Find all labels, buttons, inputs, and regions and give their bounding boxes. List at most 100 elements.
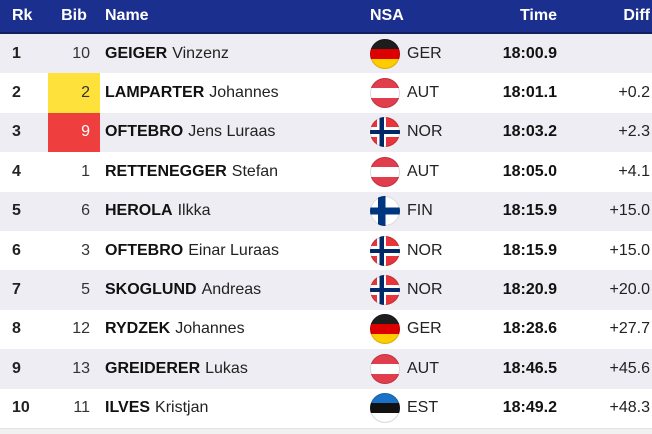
diff-value: +15.0 <box>609 241 650 259</box>
athlete-given-name: Stefan <box>231 162 279 180</box>
rank-value: 5 <box>12 202 21 220</box>
name-cell: RETTENEGGER Stefan <box>100 152 368 191</box>
time-value: 18:15.9 <box>502 202 557 220</box>
ger-flag-icon <box>370 38 400 69</box>
athlete-given-name: Johannes <box>209 84 279 102</box>
time-value: 18:15.9 <box>502 241 557 259</box>
athlete-surname: HEROLA <box>105 202 173 220</box>
nsa-code: GER <box>407 320 442 338</box>
athlete-surname: GREIDERER <box>105 359 201 377</box>
bib-value: 6 <box>81 202 90 220</box>
nsa-cell: NOR <box>368 270 465 309</box>
bib-cell: 11 <box>48 389 100 428</box>
results-rows: 1 10 GEIGER Vinzenz GER 18:00.9 2 2 LAMP… <box>0 34 652 428</box>
rank-cell: 2 <box>0 73 48 112</box>
bib-value: 2 <box>81 84 90 102</box>
fin-flag-icon <box>370 196 400 227</box>
athlete-surname: OFTEBRO <box>105 241 184 259</box>
table-row[interactable]: 7 5 SKOGLUND Andreas NOR 18:20.9 +20.0 <box>0 270 652 310</box>
nsa-cell: AUT <box>368 152 465 191</box>
time-value: 18:49.2 <box>502 399 557 417</box>
rank-cell: 5 <box>0 192 48 231</box>
nsa-cell: NOR <box>368 113 465 152</box>
table-row[interactable]: 10 11 ILVES Kristjan EST 18:49.2 +48.3 <box>0 388 652 428</box>
bib-cell: 2 <box>48 73 100 113</box>
nsa-cell: FIN <box>368 192 465 231</box>
table-row[interactable]: 9 13 GREIDERER Lukas AUT 18:46.5 +45.6 <box>0 349 652 389</box>
table-row[interactable]: 4 1 RETTENEGGER Stefan AUT 18:05.0 +4.1 <box>0 152 652 192</box>
bib-value: 12 <box>72 320 90 338</box>
athlete-given-name: Lukas <box>205 359 248 377</box>
bib-value: 3 <box>81 241 90 259</box>
name-cell: RYDZEK Johannes <box>100 310 368 349</box>
rank-cell: 7 <box>0 270 48 309</box>
rank-value: 2 <box>12 84 21 102</box>
rank-cell: 9 <box>0 349 48 388</box>
athlete-surname: RYDZEK <box>105 320 171 338</box>
table-row[interactable]: 5 6 HEROLA Ilkka FIN 18:15.9 +15.0 <box>0 191 652 231</box>
nsa-cell: GER <box>368 310 465 349</box>
nsa-cell: NOR <box>368 231 465 270</box>
athlete-given-name: Andreas <box>201 281 262 299</box>
table-row[interactable]: 3 9 OFTEBRO Jens Luraas NOR 18:03.2 +2.3 <box>0 112 652 153</box>
est-flag-icon <box>370 393 400 424</box>
nor-flag-icon <box>370 235 400 266</box>
diff-value: +0.2 <box>618 84 650 102</box>
nor-flag-icon <box>370 117 400 148</box>
bib-value: 13 <box>72 359 90 377</box>
table-row[interactable]: 6 3 OFTEBRO Einar Luraas NOR 18:15.9 +15… <box>0 230 652 271</box>
column-header-rank: Rk <box>12 7 33 24</box>
athlete-surname: LAMPARTER <box>105 84 205 102</box>
name-cell: ILVES Kristjan <box>100 389 368 428</box>
column-header-nsa: NSA <box>370 7 404 24</box>
bib-value: 10 <box>72 44 90 62</box>
rank-value: 10 <box>12 399 30 417</box>
diff-value: +20.0 <box>609 281 650 299</box>
rank-value: 6 <box>12 241 21 259</box>
ger-flag-icon <box>370 314 400 345</box>
nsa-cell: AUT <box>368 73 465 112</box>
diff-value: +48.3 <box>609 399 650 417</box>
athlete-given-name: Jens Luraas <box>188 123 276 141</box>
bottom-strip <box>0 427 652 434</box>
athlete-surname: SKOGLUND <box>105 281 197 299</box>
rank-cell: 8 <box>0 310 48 349</box>
name-cell: HEROLA Ilkka <box>100 192 368 231</box>
bib-cell: 12 <box>48 310 100 349</box>
time-value: 18:05.0 <box>502 162 557 180</box>
bib-value: 11 <box>73 399 90 417</box>
rank-cell: 6 <box>0 231 48 270</box>
nsa-code: NOR <box>407 281 443 299</box>
athlete-given-name: Kristjan <box>155 399 209 417</box>
nsa-code: EST <box>407 399 439 417</box>
nsa-code: AUT <box>407 162 439 180</box>
table-row[interactable]: 2 2 LAMPARTER Johannes AUT 18:01.1 +0.2 <box>0 73 652 113</box>
nsa-code: NOR <box>407 241 443 259</box>
bib-cell: 9 <box>48 112 100 153</box>
rank-value: 8 <box>12 320 21 338</box>
bib-value: 9 <box>81 123 90 141</box>
time-value: 18:46.5 <box>502 359 557 377</box>
diff-value: +27.7 <box>609 320 650 338</box>
athlete-surname: RETTENEGGER <box>105 162 227 180</box>
column-header-diff: Diff <box>623 7 650 24</box>
table-row[interactable]: 1 10 GEIGER Vinzenz GER 18:00.9 <box>0 34 652 74</box>
rank-cell: 10 <box>0 389 48 428</box>
name-cell: SKOGLUND Andreas <box>100 270 368 309</box>
name-cell: OFTEBRO Einar Luraas <box>100 231 368 270</box>
table-row[interactable]: 8 12 RYDZEK Johannes GER 18:28.6 +27.7 <box>0 309 652 350</box>
bib-cell: 3 <box>48 231 100 270</box>
athlete-surname: GEIGER <box>105 44 168 62</box>
column-header-bib: Bib <box>61 7 87 24</box>
bib-value: 1 <box>81 162 90 180</box>
nsa-code: GER <box>407 44 442 62</box>
athlete-surname: ILVES <box>105 399 151 417</box>
time-value: 18:28.6 <box>502 320 557 338</box>
aut-flag-icon <box>370 353 400 384</box>
nor-flag-icon <box>370 275 400 306</box>
nsa-cell: AUT <box>368 349 465 388</box>
nsa-code: AUT <box>407 359 439 377</box>
name-cell: OFTEBRO Jens Luraas <box>100 113 368 152</box>
rank-value: 1 <box>12 44 21 62</box>
